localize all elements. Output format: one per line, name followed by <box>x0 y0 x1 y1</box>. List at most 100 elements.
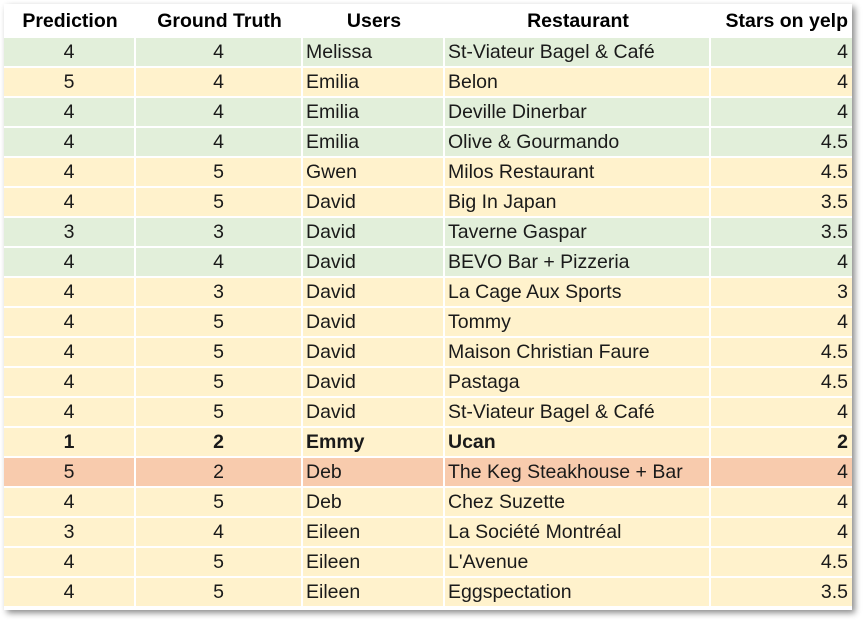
cell-stars: 4 <box>711 248 852 278</box>
cell-ground-truth: 5 <box>136 398 303 428</box>
table-row: 5 4 Emilia Belon 4 <box>4 68 852 98</box>
cell-restaurant: Chez Suzette <box>445 488 711 518</box>
table-row: 4 3 David La Cage Aux Sports 3 <box>4 278 852 308</box>
cell-ground-truth: 4 <box>136 248 303 278</box>
cell-ground-truth: 5 <box>136 488 303 518</box>
cell-user: Deb <box>303 488 445 518</box>
cell-restaurant: St-Viateur Bagel & Café <box>445 38 711 68</box>
cell-user: Eileen <box>303 548 445 578</box>
cell-user: Emilia <box>303 68 445 98</box>
cell-restaurant: Tommy <box>445 308 711 338</box>
cell-stars: 4 <box>711 488 852 518</box>
cell-ground-truth: 5 <box>136 158 303 188</box>
cell-user: Eileen <box>303 518 445 548</box>
cell-restaurant: St-Viateur Bagel & Café <box>445 398 711 428</box>
cell-stars: 4.5 <box>711 338 852 368</box>
table-row: 4 4 Melissa St-Viateur Bagel & Café 4 <box>4 38 852 68</box>
cell-prediction: 4 <box>4 338 136 368</box>
cell-prediction: 4 <box>4 278 136 308</box>
cell-restaurant: Milos Restaurant <box>445 158 711 188</box>
cell-restaurant: Ucan <box>445 428 711 458</box>
cell-prediction: 4 <box>4 188 136 218</box>
cell-stars: 4 <box>711 458 852 488</box>
cell-user: Emilia <box>303 98 445 128</box>
cell-prediction: 1 <box>4 428 136 458</box>
cell-prediction: 3 <box>4 518 136 548</box>
cell-restaurant: BEVO Bar + Pizzeria <box>445 248 711 278</box>
cell-user: Emilia <box>303 128 445 158</box>
cell-restaurant: L'Avenue <box>445 548 711 578</box>
cell-user: Eileen <box>303 578 445 608</box>
cell-user: David <box>303 188 445 218</box>
table-row: 4 4 Emilia Deville Dinerbar 4 <box>4 98 852 128</box>
table-row: 4 4 Emilia Olive & Gourmando 4.5 <box>4 128 852 158</box>
cell-ground-truth: 5 <box>136 548 303 578</box>
cell-ground-truth: 4 <box>136 38 303 68</box>
cell-restaurant: The Keg Steakhouse + Bar <box>445 458 711 488</box>
cell-user: Melissa <box>303 38 445 68</box>
cell-restaurant: Maison Christian Faure <box>445 338 711 368</box>
table-row: 4 4 David BEVO Bar + Pizzeria 4 <box>4 248 852 278</box>
cell-stars: 2 <box>711 428 852 458</box>
cell-stars: 3 <box>711 278 852 308</box>
cell-prediction: 4 <box>4 128 136 158</box>
table-row: 4 5 David Big In Japan 3.5 <box>4 188 852 218</box>
cell-prediction: 4 <box>4 158 136 188</box>
header-users: Users <box>303 4 445 38</box>
cell-stars: 4.5 <box>711 548 852 578</box>
cell-prediction: 5 <box>4 458 136 488</box>
cell-user: David <box>303 218 445 248</box>
cell-user: Emmy <box>303 428 445 458</box>
cell-user: David <box>303 338 445 368</box>
cell-ground-truth: 4 <box>136 98 303 128</box>
cell-prediction: 4 <box>4 308 136 338</box>
table-body: 4 4 Melissa St-Viateur Bagel & Café 4 5 4 Emili… <box>4 38 852 608</box>
cell-user: Deb <box>303 458 445 488</box>
table-row: 4 5 Gwen Milos Restaurant 4.5 <box>4 158 852 188</box>
results-table: Prediction Ground Truth Users Restaurant… <box>4 4 852 608</box>
header-row: Prediction Ground Truth Users Restaurant… <box>4 4 852 38</box>
cell-ground-truth: 2 <box>136 428 303 458</box>
cell-prediction: 4 <box>4 98 136 128</box>
table-row: 4 5 Eileen Eggspectation 3.5 <box>4 578 852 608</box>
cell-prediction: 4 <box>4 38 136 68</box>
cell-prediction: 5 <box>4 68 136 98</box>
cell-ground-truth: 5 <box>136 188 303 218</box>
cell-stars: 4 <box>711 98 852 128</box>
cell-stars: 4 <box>711 38 852 68</box>
cell-user: David <box>303 248 445 278</box>
header-ground-truth: Ground Truth <box>136 4 303 38</box>
cell-ground-truth: 5 <box>136 578 303 608</box>
cell-user: David <box>303 398 445 428</box>
table-row: 3 3 David Taverne Gaspar 3.5 <box>4 218 852 248</box>
cell-ground-truth: 4 <box>136 68 303 98</box>
cell-ground-truth: 5 <box>136 368 303 398</box>
cell-stars: 4 <box>711 518 852 548</box>
cell-ground-truth: 5 <box>136 338 303 368</box>
cell-restaurant: Deville Dinerbar <box>445 98 711 128</box>
cell-restaurant: La Cage Aux Sports <box>445 278 711 308</box>
table-row: 1 2 Emmy Ucan 2 <box>4 428 852 458</box>
cell-stars: 3.5 <box>711 578 852 608</box>
cell-prediction: 4 <box>4 548 136 578</box>
cell-prediction: 4 <box>4 488 136 518</box>
cell-stars: 4 <box>711 308 852 338</box>
cell-stars: 3.5 <box>711 188 852 218</box>
cell-prediction: 4 <box>4 398 136 428</box>
cell-prediction: 3 <box>4 218 136 248</box>
cell-user: David <box>303 308 445 338</box>
cell-stars: 4.5 <box>711 128 852 158</box>
cell-stars: 4.5 <box>711 158 852 188</box>
cell-restaurant: Olive & Gourmando <box>445 128 711 158</box>
cell-user: David <box>303 368 445 398</box>
cell-ground-truth: 2 <box>136 458 303 488</box>
cell-restaurant: Eggspectation <box>445 578 711 608</box>
cell-prediction: 4 <box>4 578 136 608</box>
header-stars-on-yelp: Stars on yelp <box>711 4 852 38</box>
cell-ground-truth: 4 <box>136 128 303 158</box>
cell-stars: 4 <box>711 398 852 428</box>
cell-user: Gwen <box>303 158 445 188</box>
table-row: 3 4 Eileen La Société Montréal 4 <box>4 518 852 548</box>
cell-ground-truth: 5 <box>136 308 303 338</box>
table-row: 4 5 Deb Chez Suzette 4 <box>4 488 852 518</box>
